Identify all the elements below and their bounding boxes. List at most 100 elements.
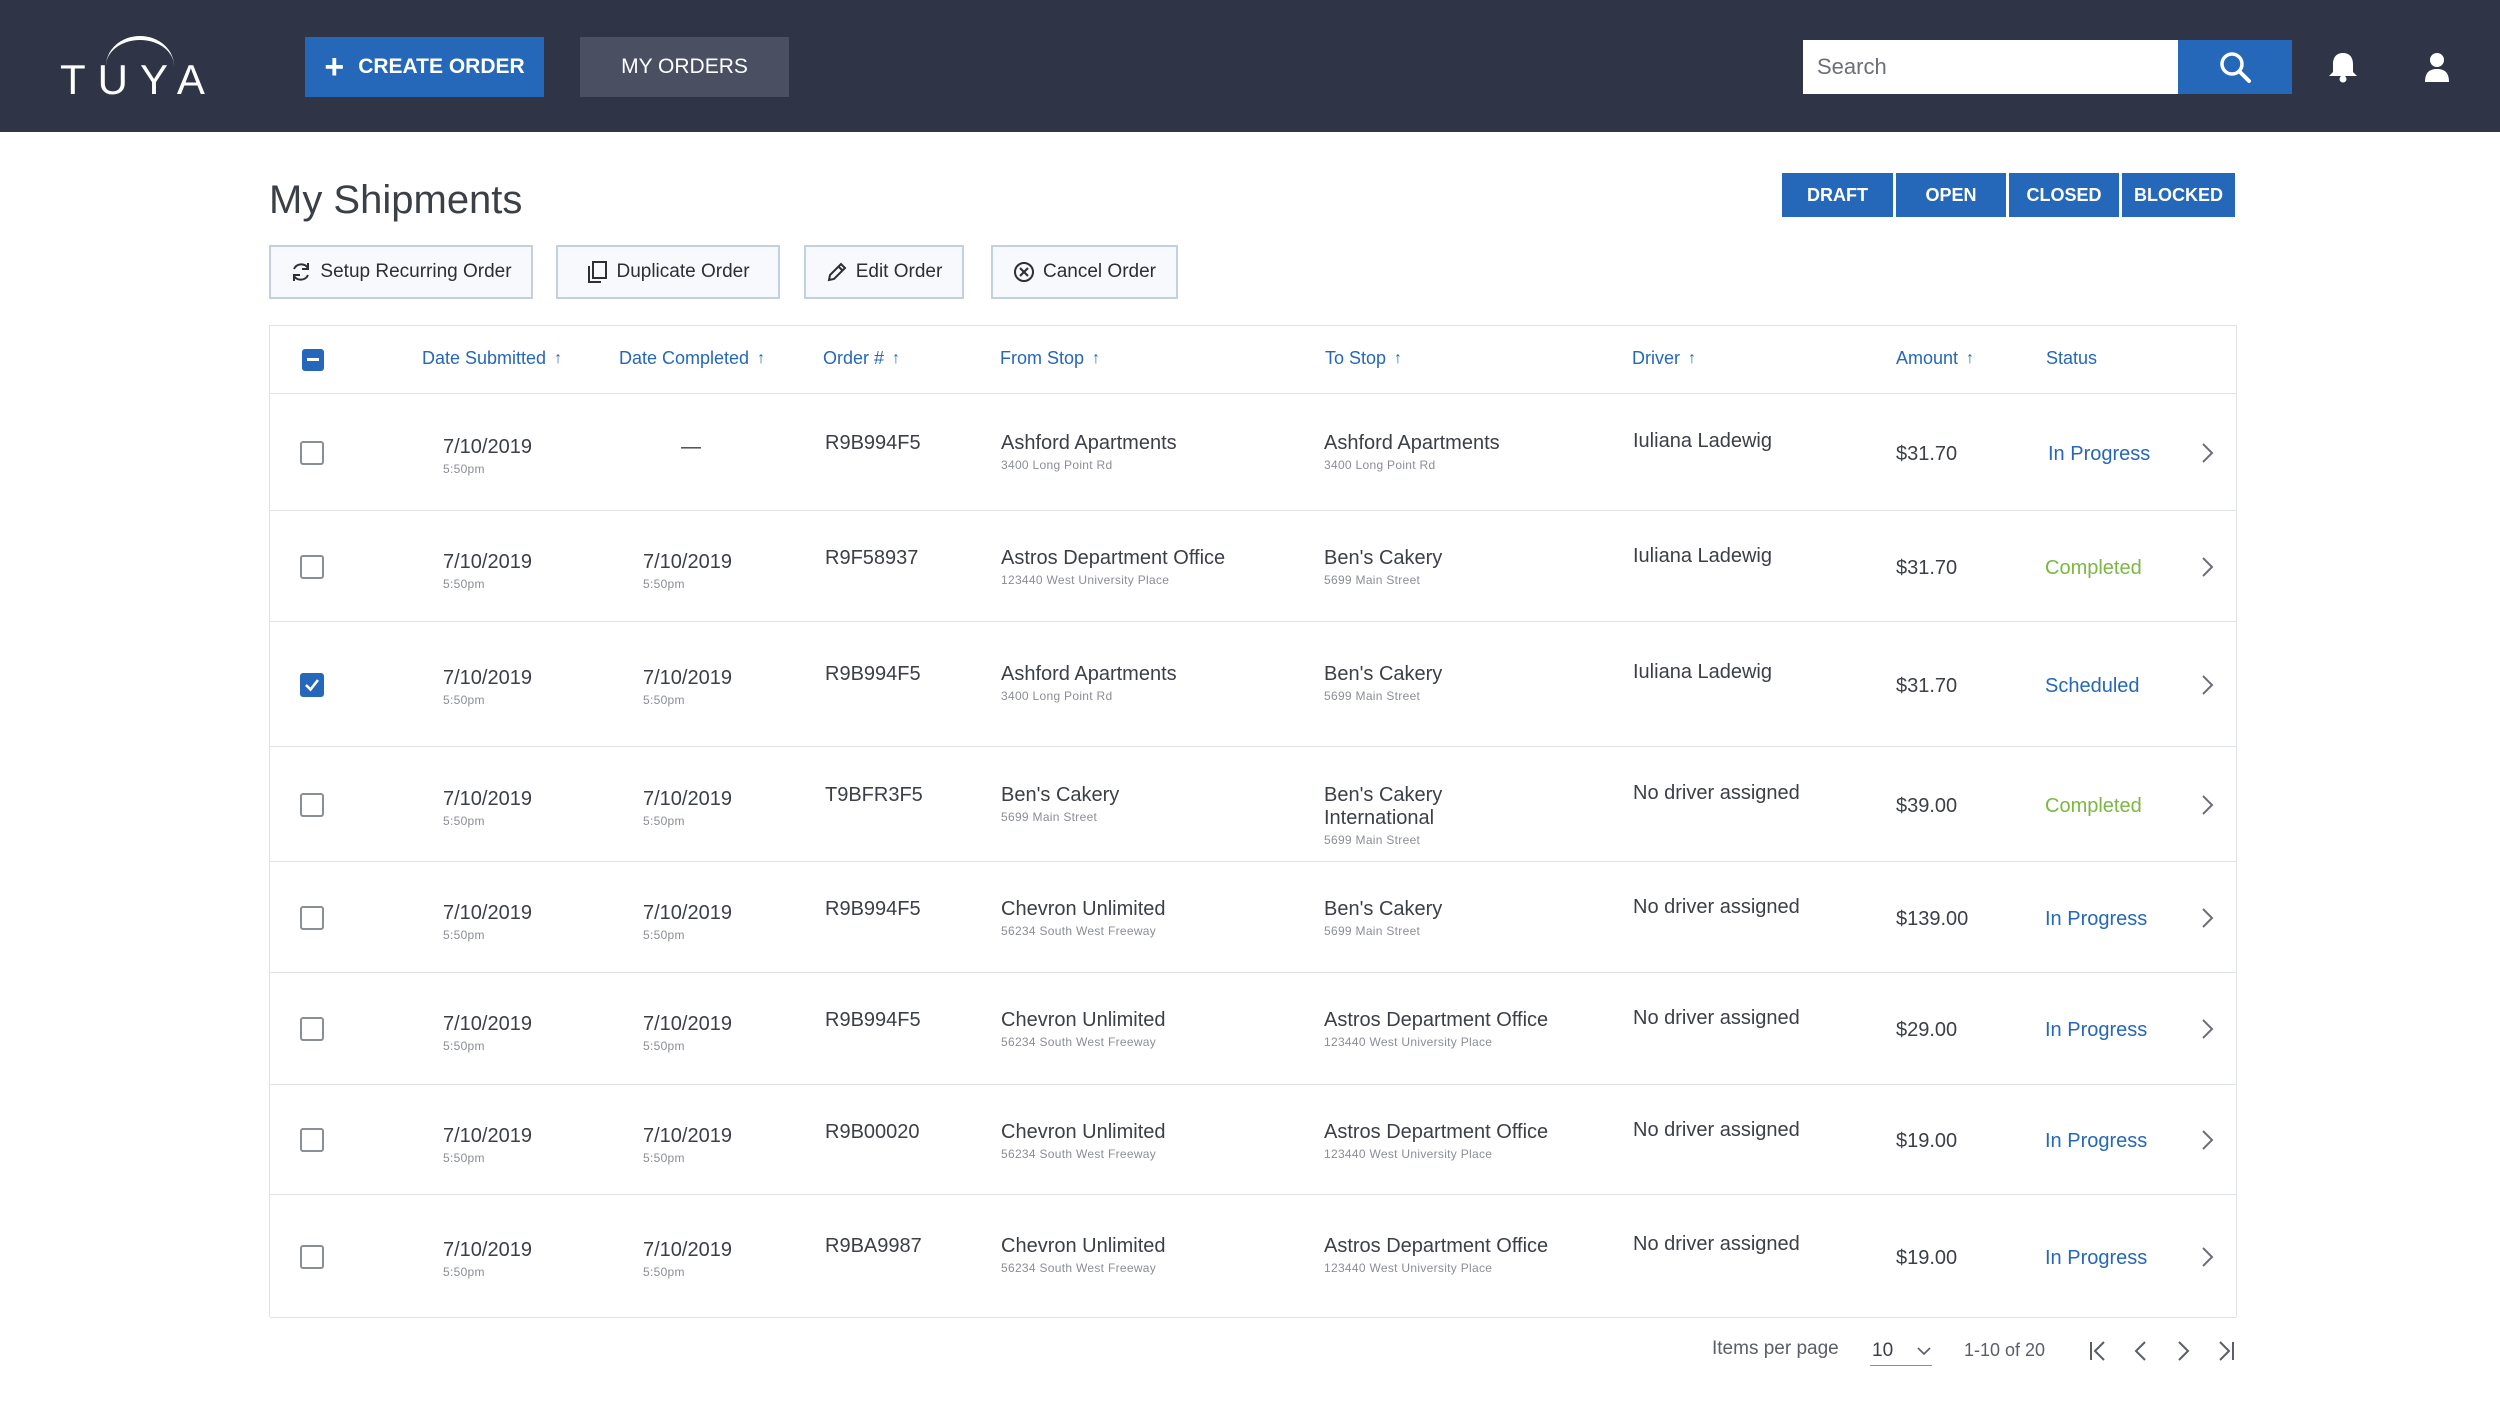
to-stop-address: 123440 West University Place	[1324, 1261, 1493, 1275]
time-submitted: 5:50pm	[443, 1265, 485, 1279]
from-stop-name: Astros Department Office	[1001, 547, 1226, 569]
table-row[interactable]: 7/10/2019 5:50pm 7/10/2019 5:50pm R9F589…	[270, 511, 2236, 622]
date-completed-cell: 7/10/2019 5:50pm	[643, 1239, 732, 1279]
filter-open-button[interactable]: OPEN	[1896, 173, 2006, 217]
to-stop-cell: Ben's Cakery International 5699 Main Str…	[1324, 784, 1442, 847]
search-button[interactable]	[2178, 40, 2292, 94]
logo-text: TUYA	[60, 56, 217, 103]
duplicate-icon	[588, 261, 608, 283]
column-date-completed[interactable]: Date Completed ↑	[619, 348, 765, 369]
row-checkbox[interactable]	[300, 673, 324, 697]
column-from-stop[interactable]: From Stop ↑	[1000, 348, 1100, 369]
chevron-right-icon[interactable]	[2198, 555, 2218, 579]
row-checkbox[interactable]	[300, 906, 324, 930]
refresh-icon	[293, 263, 310, 281]
user-profile-icon[interactable]	[2420, 50, 2454, 84]
edit-order-button[interactable]: Edit Order	[804, 245, 964, 299]
duplicate-order-label: Duplicate Order	[616, 261, 750, 282]
row-checkbox[interactable]	[300, 441, 324, 465]
chevron-right-icon[interactable]	[2198, 793, 2218, 817]
previous-page-icon[interactable]	[2129, 1338, 2153, 1364]
notification-bell-icon[interactable]	[2326, 50, 2360, 84]
column-label: Date Submitted	[422, 348, 547, 368]
column-date-submitted[interactable]: Date Submitted ↑	[422, 348, 562, 369]
to-stop-name: Astros Department Office	[1324, 1235, 1549, 1257]
column-to-stop[interactable]: To Stop ↑	[1325, 348, 1402, 369]
filter-closed-button[interactable]: CLOSED	[2009, 173, 2119, 217]
order-number[interactable]: R9B00020	[825, 1121, 920, 1143]
date-completed-cell: 7/10/2019 5:50pm	[643, 1013, 732, 1053]
table-row[interactable]: 7/10/2019 5:50pm 7/10/2019 5:50pm T9BFR3…	[270, 747, 2236, 862]
time-submitted: 5:50pm	[443, 928, 485, 942]
table-header: Date Submitted ↑ Date Completed ↑ Order # ↑…	[270, 326, 2236, 394]
last-page-icon[interactable]	[2214, 1338, 2238, 1364]
sort-arrow-up-icon: ↑	[554, 349, 563, 367]
to-stop-address: 123440 West University Place	[1324, 1147, 1493, 1161]
to-stop-cell: Astros Department Office 123440 West Uni…	[1324, 1235, 1548, 1275]
to-stop-address: 123440 West University Place	[1324, 1035, 1493, 1049]
date-submitted: 7/10/2019	[443, 1013, 532, 1035]
order-number[interactable]: R9B994F5	[825, 1009, 921, 1031]
date-completed: —	[681, 436, 701, 458]
next-page-icon[interactable]	[2171, 1338, 2195, 1364]
date-completed-cell: 7/10/2019 5:50pm	[643, 1125, 732, 1165]
create-order-button[interactable]: + CREATE ORDER	[305, 37, 544, 97]
table-row[interactable]: 7/10/2019 5:50pm 7/10/2019 5:50pm R9B994…	[270, 622, 2236, 747]
chevron-right-icon[interactable]	[2198, 1245, 2218, 1269]
to-stop-name: Ben's Cakery	[1324, 547, 1443, 569]
setup-recurring-order-button[interactable]: Setup Recurring Order	[269, 245, 533, 299]
row-checkbox[interactable]	[300, 1128, 324, 1152]
from-stop-address: 56234 South West Freeway	[1001, 1261, 1157, 1275]
cancel-order-button[interactable]: Cancel Order	[991, 245, 1178, 299]
from-stop-cell: Chevron Unlimited 56234 South West Freew…	[1001, 1235, 1166, 1275]
time-completed: 5:50pm	[643, 1151, 685, 1165]
column-driver[interactable]: Driver ↑	[1632, 348, 1696, 369]
items-per-page-select[interactable]: 10	[1870, 1336, 1932, 1366]
order-number[interactable]: R9B994F5	[825, 663, 921, 685]
chevron-right-icon[interactable]	[2198, 1017, 2218, 1041]
column-order-number[interactable]: Order # ↑	[823, 348, 900, 369]
row-checkbox[interactable]	[300, 555, 324, 579]
date-completed: 7/10/2019	[643, 1239, 732, 1261]
chevron-right-icon[interactable]	[2198, 441, 2218, 465]
row-checkbox[interactable]	[300, 1017, 324, 1041]
to-stop-address: 5699 Main Street	[1324, 924, 1421, 938]
order-number[interactable]: R9B994F5	[825, 432, 921, 454]
row-checkbox[interactable]	[300, 793, 324, 817]
table-row[interactable]: 7/10/2019 5:50pm 7/10/2019 5:50pm R9B994…	[270, 862, 2236, 973]
chevron-right-icon[interactable]	[2198, 673, 2218, 697]
table-row[interactable]: 7/10/2019 5:50pm 7/10/2019 5:50pm R9B994…	[270, 973, 2236, 1085]
select-all-checkbox[interactable]	[302, 349, 324, 371]
date-completed: 7/10/2019	[643, 1125, 732, 1147]
to-stop-cell: Ben's Cakery 5699 Main Street	[1324, 898, 1442, 938]
order-number[interactable]: R9BA9987	[825, 1235, 922, 1257]
chevron-down-icon	[1917, 1346, 1931, 1355]
table-row[interactable]: 7/10/2019 5:50pm 7/10/2019 5:50pm R9B000…	[270, 1085, 2236, 1195]
amount: $19.00	[1896, 1247, 1958, 1269]
first-page-icon[interactable]	[2086, 1338, 2110, 1364]
chevron-right-icon[interactable]	[2198, 906, 2218, 930]
tuya-logo[interactable]: TUYA	[60, 36, 210, 103]
table-row[interactable]: 7/10/2019 5:50pm 7/10/2019 5:50pm R9BA99…	[270, 1195, 2236, 1318]
from-stop-name: Ashford Apartments	[1001, 432, 1177, 454]
logo-arc-icon	[106, 36, 174, 66]
my-orders-button[interactable]: MY ORDERS	[580, 37, 789, 97]
duplicate-order-button[interactable]: Duplicate Order	[556, 245, 780, 299]
date-submitted: 7/10/2019	[443, 667, 532, 689]
to-stop-name: Ben's Cakery	[1324, 898, 1443, 920]
to-stop-cell: Ashford Apartments 3400 Long Point Rd	[1324, 432, 1500, 472]
filter-blocked-button[interactable]: BLOCKED	[2122, 173, 2235, 217]
chevron-right-icon[interactable]	[2198, 1128, 2218, 1152]
table-row[interactable]: 7/10/2019 5:50pm — R9B994F5 Ashford Apar…	[270, 394, 2236, 511]
column-label: Amount	[1896, 348, 1959, 368]
order-number[interactable]: R9B994F5	[825, 898, 921, 920]
status-label: In Progress	[2045, 1247, 2148, 1269]
row-checkbox[interactable]	[300, 1245, 324, 1269]
column-amount[interactable]: Amount ↑	[1896, 348, 1974, 369]
order-number[interactable]: R9F58937	[825, 547, 919, 569]
date-submitted-cell: 7/10/2019 5:50pm	[443, 902, 532, 942]
order-number[interactable]: T9BFR3F5	[825, 784, 923, 806]
filter-draft-button[interactable]: DRAFT	[1782, 173, 1893, 217]
column-label: To Stop	[1325, 348, 1387, 368]
search-input[interactable]	[1803, 40, 2178, 94]
